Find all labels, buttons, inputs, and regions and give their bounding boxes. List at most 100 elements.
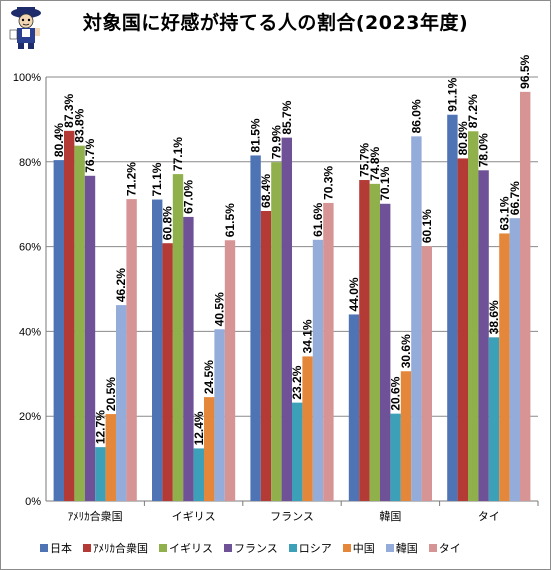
bar <box>224 240 236 502</box>
data-label: 87.2% <box>466 94 480 128</box>
legend-item: 中国 <box>342 540 375 556</box>
bar <box>509 218 520 501</box>
bar <box>250 155 261 501</box>
data-label: 80.8% <box>456 121 470 155</box>
data-label: 63.1% <box>497 196 511 230</box>
x-category-label: フランス <box>270 510 314 523</box>
legend-swatch <box>40 544 48 552</box>
bar <box>281 137 292 501</box>
bar <box>499 233 510 501</box>
data-label: 78.0% <box>477 133 491 167</box>
legend-label: ロシア <box>298 542 332 555</box>
data-label: 30.6% <box>399 334 413 368</box>
bar <box>64 130 75 501</box>
data-label: 76.7% <box>83 138 97 172</box>
data-label: 44.0% <box>347 277 361 311</box>
legend-label: 中国 <box>352 542 375 555</box>
data-label: 20.6% <box>389 376 403 410</box>
chart-title: 対象国に好感が持てる人の割合(2023年度) <box>82 12 469 34</box>
legend-label: ｱﾒﾘｶ合衆国 <box>93 542 148 555</box>
data-label: 70.3% <box>321 166 335 200</box>
bar <box>359 180 370 502</box>
legend-label: タイ <box>438 542 461 555</box>
bar <box>447 114 458 502</box>
y-tick-label: 100% <box>13 72 41 84</box>
bar <box>271 162 282 501</box>
bar <box>292 402 303 501</box>
legend-swatch <box>385 544 394 552</box>
y-tick-label: 60% <box>19 242 41 254</box>
bar <box>53 160 64 501</box>
data-label: 61.6% <box>311 202 325 236</box>
bar <box>302 356 313 501</box>
bar <box>74 145 85 502</box>
legend-item: フランス <box>224 540 278 556</box>
data-label: 40.5% <box>213 292 227 326</box>
legend-swatch <box>428 544 437 552</box>
bar <box>520 91 531 501</box>
data-label: 91.1% <box>445 77 459 111</box>
bar <box>172 174 184 501</box>
x-category-label: タイ <box>478 510 500 523</box>
legend-swatch <box>288 544 297 552</box>
bar <box>348 314 360 501</box>
legend-swatch <box>342 544 351 552</box>
data-labels: 80.4%87.3%83.8%76.7% 12.7%20.5% 46.2% 71.2%… <box>52 54 532 445</box>
bar <box>468 131 479 501</box>
bar-chart: 0% 20% 40% 60% 80% 100% ｱﾒﾘｶ合衆国 イギリス フランス 韓国 タイ 80… <box>13 54 539 523</box>
data-label: 66.7% <box>508 181 522 215</box>
legend-label: フランス <box>234 542 278 555</box>
bar <box>380 203 391 501</box>
bar <box>116 305 127 501</box>
bar <box>84 175 96 502</box>
data-label: 79.9% <box>269 125 283 159</box>
data-label: 74.8% <box>368 146 382 180</box>
bar <box>95 447 106 501</box>
data-label: 34.1% <box>301 319 315 353</box>
data-label: 46.2% <box>114 268 128 302</box>
data-label: 96.5% <box>518 54 532 88</box>
data-label: 23.2% <box>290 365 304 399</box>
bar <box>421 246 432 501</box>
legend-item: 日本 <box>40 540 72 556</box>
bar <box>312 239 324 502</box>
legend-swatch <box>224 544 232 552</box>
bar <box>411 136 422 502</box>
data-label: 83.8% <box>73 108 87 142</box>
data-label: 60.8% <box>161 206 175 240</box>
legend-swatch <box>159 544 167 552</box>
data-label: 68.4% <box>259 174 273 208</box>
x-category-label: 韓国 <box>379 510 401 523</box>
data-label: 71.1% <box>150 162 164 196</box>
bar <box>369 183 380 501</box>
bar <box>105 414 116 501</box>
bar <box>323 202 334 502</box>
data-label: 85.7% <box>280 100 294 134</box>
bar <box>152 199 163 501</box>
bar <box>162 243 173 501</box>
legend-label: 日本 <box>50 542 72 555</box>
legend-item: ロシア <box>288 540 332 556</box>
data-label: 80.4% <box>52 123 66 157</box>
data-label: 61.5% <box>223 203 237 237</box>
bar <box>214 329 225 501</box>
bar <box>488 337 500 501</box>
data-label: 86.0% <box>409 99 423 133</box>
legend-label: イギリス <box>169 542 213 555</box>
data-label: 20.5% <box>104 377 118 411</box>
legend-item: タイ <box>428 540 461 556</box>
data-label: 12.7% <box>93 410 107 444</box>
mascot-logo <box>9 7 41 49</box>
bar <box>193 448 204 501</box>
bar <box>478 170 489 501</box>
data-label: 81.5% <box>249 118 263 152</box>
data-label: 75.7% <box>357 143 371 177</box>
legend-item: ｱﾒﾘｶ合衆国 <box>83 540 148 556</box>
data-label: 87.3% <box>62 93 76 127</box>
data-label: 12.4% <box>192 411 206 445</box>
x-category-label: イギリス <box>172 510 216 523</box>
data-label: 71.2% <box>125 162 139 196</box>
bar <box>126 199 137 501</box>
bar <box>204 397 215 501</box>
legend-swatch <box>83 544 91 552</box>
